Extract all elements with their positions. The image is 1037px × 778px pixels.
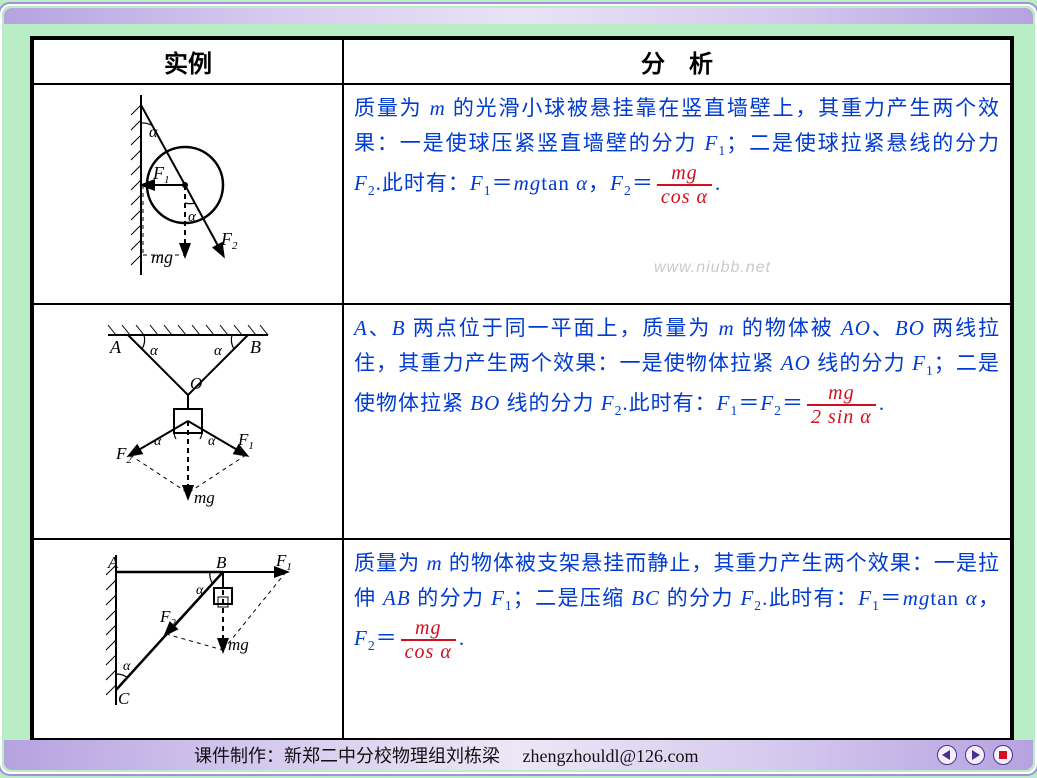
- square-stop-icon: [998, 750, 1008, 760]
- svg-text:A: A: [107, 553, 119, 572]
- credit-line: 课件制作：新郑二中分校物理组刘栋梁 zhengzhouldl@126.com: [194, 742, 699, 768]
- header-row: 实例 分 析: [33, 39, 1011, 84]
- svg-text:F2: F2: [159, 607, 176, 629]
- svg-text:mg: mg: [151, 247, 173, 267]
- svg-text:A: A: [109, 337, 122, 357]
- next-button[interactable]: [965, 745, 985, 765]
- diagram-cell-1: α F1 mg F2: [33, 84, 343, 304]
- svg-text:C: C: [118, 689, 130, 708]
- analysis-cell-3: 质量为 m 的物体被支架悬挂而静止，其重力产生两个效果：一是拉伸 AB 的分力 …: [343, 539, 1011, 739]
- svg-text:F1: F1: [237, 430, 254, 452]
- nav-controls: [937, 745, 1013, 765]
- diagram-two-strings: A B α α O: [78, 305, 298, 515]
- table-row: A B C F1: [33, 539, 1011, 739]
- svg-text:mg: mg: [194, 488, 215, 507]
- svg-text:α: α: [149, 124, 158, 141]
- svg-text:O: O: [190, 374, 202, 393]
- stop-button[interactable]: [993, 745, 1013, 765]
- slide-frame: 实例 分 析: [0, 4, 1037, 774]
- svg-text:α: α: [196, 583, 204, 598]
- analysis-cell-1: 质量为 m 的光滑小球被悬挂靠在竖直墙壁上，其重力产生两个效果：一是使球压紧竖直…: [343, 84, 1011, 304]
- credit-email: zhengzhouldl@126.com: [523, 746, 699, 766]
- table-row: α F1 mg F2: [33, 84, 1011, 304]
- svg-text:B: B: [250, 337, 261, 357]
- analysis-cell-2: A、B 两点位于同一平面上，质量为 m 的物体被 AO、BO 两线拉住，其重力产…: [343, 304, 1011, 539]
- diagram-cell-3: A B C F1: [33, 539, 343, 739]
- credit-label: 课件制作：: [194, 746, 284, 766]
- analysis-text-1: 质量为 m 的光滑小球被悬挂靠在竖直墙壁上，其重力产生两个效果：一是使球压紧竖直…: [354, 96, 1000, 195]
- analysis-text-3: 质量为 m 的物体被支架悬挂而静止，其重力产生两个效果：一是拉伸 AB 的分力 …: [354, 551, 1000, 650]
- header-example: 实例: [33, 39, 343, 84]
- table-row: A B α α O: [33, 304, 1011, 539]
- watermark-text: www.niubb.net: [654, 255, 771, 281]
- triangle-left-icon: [942, 750, 952, 760]
- svg-text:F1: F1: [152, 163, 170, 186]
- svg-text:α: α: [154, 434, 162, 449]
- credit-name: 新郑二中分校物理组刘栋梁: [284, 746, 500, 766]
- analysis-text-2: A、B 两点位于同一平面上，质量为 m 的物体被 AO、BO 两线拉住，其重力产…: [354, 316, 1000, 415]
- svg-text:mg: mg: [228, 635, 249, 654]
- table-content: 实例 分 析: [30, 36, 1014, 742]
- prev-button[interactable]: [937, 745, 957, 765]
- header-analysis: 分 析: [343, 39, 1011, 84]
- svg-text:α: α: [214, 343, 223, 359]
- triangle-right-icon: [970, 750, 980, 760]
- physics-table: 实例 分 析: [32, 38, 1012, 740]
- svg-text:F2: F2: [115, 444, 132, 466]
- diagram-bracket: A B C F1: [68, 540, 308, 720]
- svg-text:α: α: [123, 659, 131, 674]
- diagram-cell-2: A B α α O: [33, 304, 343, 539]
- bottom-bar: 课件制作：新郑二中分校物理组刘栋梁 zhengzhouldl@126.com: [4, 740, 1033, 770]
- svg-text:α: α: [208, 434, 216, 449]
- svg-text:α: α: [150, 343, 159, 359]
- svg-text:F2: F2: [220, 229, 238, 252]
- top-decor-bar: [4, 8, 1033, 24]
- svg-text:B: B: [216, 553, 227, 572]
- svg-text:F1: F1: [275, 551, 292, 573]
- svg-text:α: α: [188, 209, 197, 225]
- diagram-ball-on-wall: α F1 mg F2: [93, 85, 283, 285]
